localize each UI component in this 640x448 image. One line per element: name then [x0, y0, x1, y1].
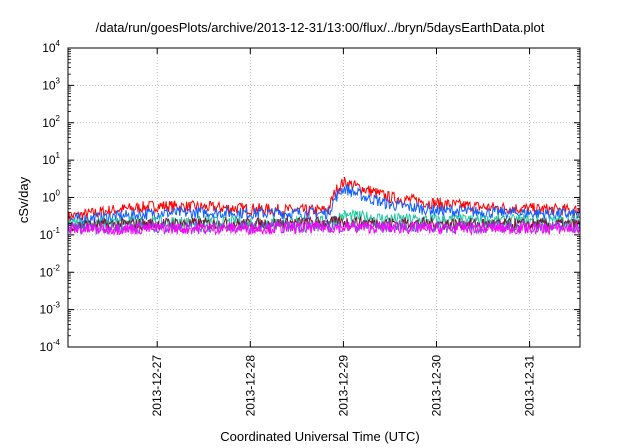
series-lines	[67, 176, 581, 237]
y-tick-label-base: 10	[42, 191, 56, 205]
y-axis-label: cSv/day	[16, 176, 31, 223]
y-tick-label-base: 10	[42, 41, 56, 55]
y-tick-label-exponent: 4	[56, 39, 61, 48]
y-tick-label-exponent: 1	[56, 151, 61, 160]
y-tick-label-exponent: 0	[56, 189, 61, 198]
x-tick-label: 2013-12-28	[243, 355, 257, 417]
y-tick-label-exponent: 3	[56, 76, 61, 85]
grid-lines	[68, 48, 580, 347]
y-tick-label: 10-3	[40, 301, 61, 317]
x-tick-label: 2013-12-29	[336, 355, 350, 417]
y-tick-label-exponent: 2	[56, 114, 61, 123]
y-tick-label-base: 10	[42, 78, 56, 92]
y-tick-label: 10-1	[40, 226, 61, 242]
x-tick-labels: 2013-12-27 2013-12-28 2013-12-29 2013-12-30…	[150, 355, 536, 417]
y-tick-label-base: 10	[40, 340, 54, 354]
y-tick-label-base: 10	[40, 228, 54, 242]
y-tick-label: 10-4	[40, 338, 61, 354]
y-tick-label-exponent: -3	[53, 301, 61, 310]
x-axis-label: Coordinated Universal Time (UTC)	[220, 429, 420, 444]
y-tick-label: 10-2	[40, 263, 61, 279]
x-tick-label: 2013-12-31	[523, 355, 537, 417]
y-tick-label-base: 10	[42, 116, 56, 130]
y-tick-label: 101	[42, 151, 60, 167]
y-tick-label: 100	[42, 189, 60, 205]
y-tick-label: 102	[42, 114, 60, 130]
series-line-5	[67, 220, 581, 237]
chart-title: /data/run/goesPlots/archive/2013-12-31/1…	[95, 20, 545, 35]
x-tick-label: 2013-12-27	[150, 355, 164, 417]
y-tick-label-base: 10	[40, 303, 54, 317]
y-tick-label-exponent: -1	[53, 226, 61, 235]
y-tick-label: 104	[42, 39, 60, 55]
y-tick-label-exponent: -4	[53, 338, 61, 347]
series-line-1	[67, 184, 581, 227]
y-tick-label-base: 10	[40, 265, 54, 279]
x-tick-label: 2013-12-30	[429, 355, 443, 417]
y-tick-label: 103	[42, 76, 60, 92]
y-tick-label-exponent: -2	[53, 263, 61, 272]
axis-ticks	[68, 47, 580, 348]
y-tick-label-base: 10	[42, 153, 56, 167]
